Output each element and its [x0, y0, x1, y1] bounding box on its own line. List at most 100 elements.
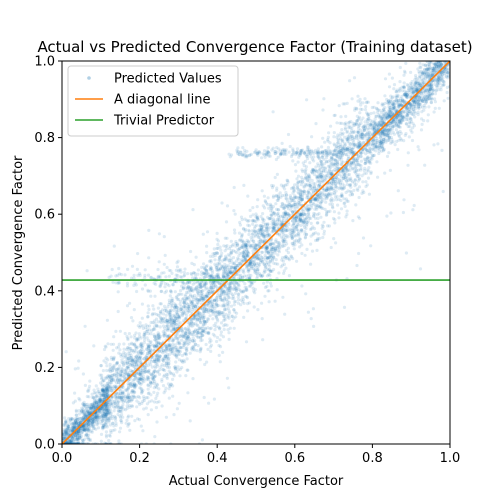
data-point: [339, 179, 343, 183]
data-point: [205, 303, 209, 307]
data-point: [302, 223, 306, 227]
data-point: [83, 412, 87, 416]
data-point: [92, 416, 96, 420]
data-point: [255, 268, 259, 272]
data-point: [304, 226, 308, 231]
data-point: [63, 434, 67, 438]
data-point: [276, 253, 280, 257]
data-point: [358, 111, 362, 115]
data-point: [254, 271, 258, 276]
data-point: [269, 209, 273, 213]
data-point: [248, 243, 252, 247]
data-point: [143, 365, 147, 369]
data-point: [385, 154, 390, 158]
data-point: [280, 239, 285, 243]
data-point: [94, 416, 98, 420]
data-point: [97, 402, 101, 406]
data-point: [359, 159, 363, 163]
data-point: [82, 428, 86, 432]
data-point: [300, 243, 304, 247]
data-point: [82, 402, 86, 407]
data-point: [107, 405, 111, 409]
data-point: [215, 298, 219, 302]
data-point: [105, 393, 110, 397]
data-point: [184, 352, 188, 356]
data-point: [93, 397, 97, 401]
data-point: [239, 215, 244, 219]
data-point: [69, 417, 73, 421]
data-point: [320, 200, 324, 204]
data-point: [96, 415, 100, 419]
data-point: [85, 394, 89, 399]
data-point: [173, 364, 177, 369]
data-point: [103, 412, 107, 416]
data-point: [185, 368, 189, 372]
data-point: [291, 186, 295, 190]
data-point: [174, 311, 178, 315]
data-point: [255, 216, 260, 220]
data-point: [101, 409, 105, 413]
data-point: [99, 406, 103, 411]
data-point: [104, 394, 108, 398]
data-point: [103, 404, 107, 408]
data-point: [87, 428, 91, 432]
data-point: [237, 248, 241, 252]
data-point: [181, 319, 186, 323]
data-point: [329, 162, 333, 166]
data-point: [130, 414, 134, 418]
data-point: [188, 351, 192, 355]
data-point: [83, 427, 87, 431]
data-point: [109, 381, 113, 385]
data-point: [354, 121, 358, 125]
data-point: [84, 407, 88, 412]
data-point: [77, 409, 81, 413]
data-point: [220, 311, 224, 315]
data-point: [218, 298, 223, 302]
data-point: [82, 410, 86, 414]
data-point: [122, 342, 126, 346]
data-point: [70, 428, 74, 432]
data-point: [251, 222, 255, 226]
data-point: [86, 413, 90, 417]
data-point: [118, 348, 122, 352]
data-point: [166, 363, 170, 367]
data-point: [62, 423, 66, 427]
data-point: [72, 421, 76, 425]
data-point: [276, 222, 280, 226]
data-point: [131, 360, 135, 364]
data-point: [285, 216, 289, 220]
data-point: [354, 203, 358, 207]
data-point: [161, 384, 166, 388]
data-point: [354, 182, 358, 186]
data-point: [150, 373, 154, 377]
data-point: [106, 408, 110, 412]
data-point: [251, 206, 255, 210]
data-point: [163, 368, 167, 373]
data-point: [74, 433, 78, 437]
data-point: [81, 438, 85, 442]
data-point: [280, 214, 285, 218]
data-point: [71, 426, 75, 430]
data-point: [88, 418, 92, 422]
data-point: [227, 337, 231, 341]
data-point: [105, 400, 109, 404]
data-point: [105, 409, 109, 413]
data-point: [98, 398, 102, 402]
data-point: [114, 329, 118, 333]
data-point: [76, 441, 80, 444]
data-point: [105, 386, 109, 391]
data-point: [102, 390, 106, 394]
data-point: [85, 433, 89, 437]
data-point: [82, 424, 86, 428]
data-point: [87, 395, 91, 399]
data-point: [359, 107, 363, 111]
data-point: [311, 233, 315, 237]
data-point: [94, 427, 98, 431]
data-point: [297, 198, 301, 203]
data-point: [91, 403, 95, 408]
data-point: [65, 431, 69, 435]
data-point: [185, 346, 189, 350]
data-point: [215, 231, 219, 235]
data-point: [292, 234, 296, 238]
data-point: [234, 315, 238, 319]
